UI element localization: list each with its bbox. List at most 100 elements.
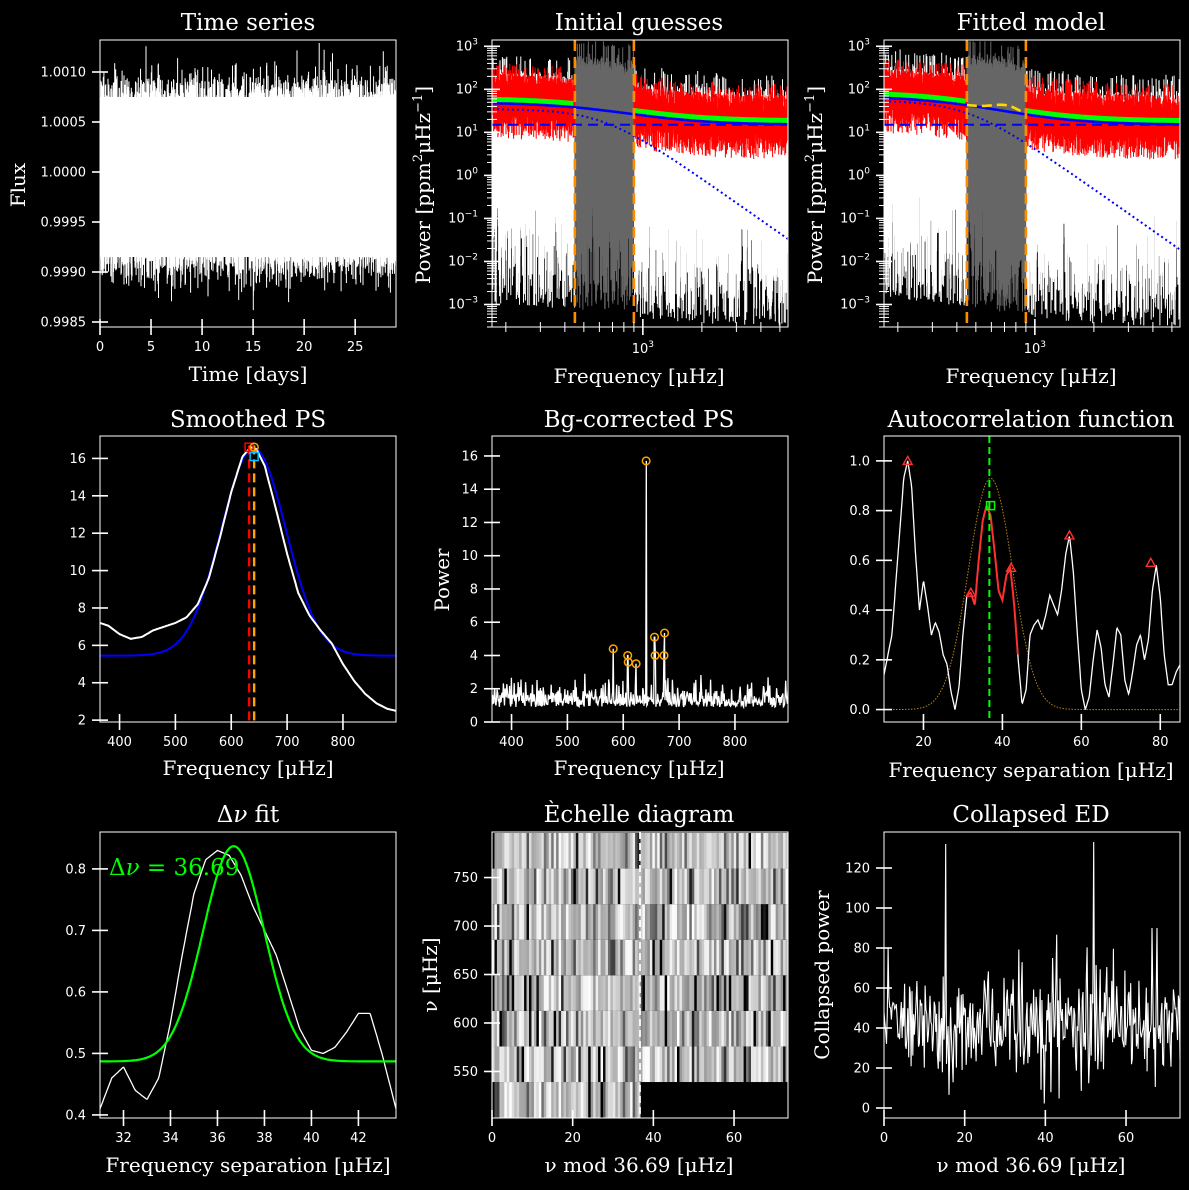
y-tick-label: 1.0005 [41,116,87,131]
echelle-cell [743,868,747,905]
echelle-cell [529,868,532,905]
echelle-cell [533,1046,537,1083]
y-tick-exp: −3 [857,295,870,305]
echelle-cell [558,1046,562,1083]
echelle-cell [635,832,639,869]
echelle-cell [758,868,762,905]
echelle-cell [753,1046,757,1083]
echelle-cell [556,1010,560,1047]
echelle-cell [635,1082,639,1118]
echelle-cell [664,1046,668,1083]
echelle-cell [649,1046,653,1083]
echelle-cell [494,904,498,940]
background-model [492,101,788,126]
echelle-cell [541,1082,545,1118]
echelle-cell [600,1082,604,1118]
echelle-cell [504,832,508,869]
echelle-cell [538,904,542,940]
echelle-cell [556,939,560,976]
echelle-cell [637,975,641,1011]
echelle-cell [529,1046,532,1083]
y-tick-exp: 3 [864,37,870,47]
echelle-cell [561,975,565,1011]
x-tick-label: 5 [147,340,155,355]
echelle-cell [709,975,713,1011]
echelle-cell [541,1010,545,1047]
echelle-cell [701,1046,705,1083]
echelle-cell [637,832,641,869]
plot-area [100,442,396,722]
echelle-cell [640,975,643,1011]
echelle-cell [652,1046,656,1083]
echelle-cell [714,939,717,976]
x-tick-label: 800 [723,735,748,750]
echelle-cell [760,975,764,1011]
echelle-cell [723,1010,727,1047]
echelle-cell [516,1010,520,1047]
echelle-cell [770,1046,774,1083]
echelle-cell [701,1010,705,1047]
x-tick-label: 0 [96,340,104,355]
excess-region-spectrum [574,41,635,310]
peak-marker [623,650,633,661]
echelle-cell [694,904,698,940]
x-tick-label: 0 [880,1131,888,1146]
echelle-cell [496,1082,500,1118]
y-tick-label: 0.4 [65,1108,86,1123]
dnu-annotation: Δν = 36.69 [109,855,239,881]
selected-peak-marker [985,500,996,511]
echelle-cell [543,1010,547,1047]
panel-title: Autocorrelation function [887,407,1175,433]
echelle-cell [541,1046,545,1083]
echelle-cell [704,868,708,905]
echelle-cell [578,939,582,976]
y-tick-exp: 1 [472,123,478,133]
echelle-cell [511,1082,515,1118]
echelle-cell [580,975,584,1011]
echelle-cell [677,1010,680,1047]
echelle-cell [758,1010,762,1047]
echelle-cell [755,832,759,869]
echelle-cell [718,1010,722,1047]
echelle-cell [723,868,727,905]
panel-title: Initial guesses [555,10,723,36]
echelle-cell [521,1010,525,1047]
echelle-cell [516,1082,520,1118]
echelle-cell [620,975,624,1011]
echelle-cell [721,1046,725,1083]
echelle-cell [741,939,745,976]
echelle-cell [783,904,787,940]
acf-peak-marker [965,586,977,597]
echelle-cell [570,1082,574,1118]
echelle-cell [753,939,757,976]
echelle-cell [595,1082,599,1118]
x-tick-label: 80 [1152,735,1169,750]
echelle-cell [704,975,708,1011]
echelle-cell [563,975,567,1011]
echelle-cell [556,1046,560,1083]
echelle-cell [753,904,757,940]
axes: 20 40 60 80 0.0 0.2 0.4 0.6 0.8 1.0 [849,435,1181,750]
echelle-cell [610,1046,614,1083]
echelle-cell [514,1082,518,1118]
echelle-cell [511,868,515,905]
echelle-cell [526,975,530,1011]
echelle-cell [538,832,542,869]
echelle-cell [605,939,609,976]
echelle-cell [640,939,643,976]
x-tick-exp: 3 [648,340,654,350]
echelle-cell [533,904,537,940]
echelle-cell [514,975,518,1011]
echelle-cell [694,868,698,905]
echelle-cell [605,1010,609,1047]
echelle-cell [686,975,690,1011]
echelle-cell [610,1082,614,1118]
echelle-row [640,832,788,869]
echelle-cell [570,832,574,869]
echelle-cell [598,1010,602,1047]
echelle-cell [531,939,535,976]
echelle-cell [561,939,565,976]
echelle-cell [578,975,582,1011]
y-tick-label: 1.0010 [41,66,87,81]
